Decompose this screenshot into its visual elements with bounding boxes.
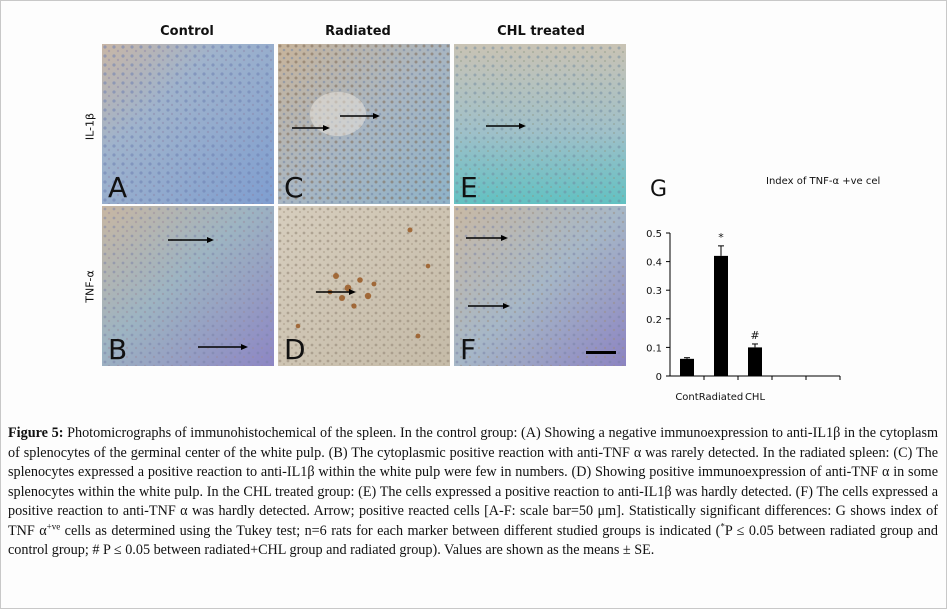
- chart-g: G Index of TNF-α +ve cell 0 0.1 0.2 0.3 0.4 0…: [640, 160, 880, 410]
- caption-text: Photomicrographs of immunohistochemical …: [8, 425, 938, 539]
- arrow-icon: [340, 113, 380, 119]
- arrow-icon: [468, 303, 510, 309]
- bar: [680, 358, 694, 376]
- chart-panel-letter: G: [650, 177, 667, 202]
- arrow-icon: [198, 344, 248, 350]
- y-tick-label: 0.5: [646, 229, 662, 240]
- column-title-chl: CHL treated: [497, 24, 585, 39]
- micrograph-panel-f: F: [454, 206, 626, 366]
- panel-letter-e: E: [460, 171, 478, 204]
- column-title-radiated: Radiated: [325, 24, 391, 39]
- micrograph-image-f: [454, 206, 626, 366]
- panel-letter-d: D: [284, 333, 306, 366]
- arrow-icon: [292, 125, 330, 131]
- x-tick-label: CHL: [745, 392, 766, 403]
- y-tick-label: 0.3: [646, 286, 662, 297]
- panel-letter-a: A: [108, 171, 128, 204]
- micrograph-panel-c: C: [278, 44, 450, 204]
- caption-label: Figure 5:: [8, 425, 64, 441]
- micrograph-panel-b: B: [102, 206, 274, 366]
- y-tick-label: 0.4: [646, 258, 662, 269]
- micrograph-image-d: [278, 206, 450, 366]
- x-tick-label: Radiated: [699, 392, 744, 403]
- arrow-icon: [316, 289, 356, 295]
- significance-marker: #: [750, 329, 759, 342]
- row-label-il1b: IL-1β: [83, 112, 97, 141]
- micrograph-panel-d: D: [278, 206, 450, 366]
- micrograph-image-a: [102, 44, 274, 204]
- column-title-control: Control: [160, 24, 214, 39]
- caption-text-2: cells as determined using the Tukey test…: [60, 522, 721, 539]
- bar: [714, 255, 728, 376]
- y-tick-label: 0: [656, 372, 662, 383]
- chart-title: Index of TNF-α +ve cell: [766, 176, 880, 187]
- caption-superscript-star: *: [720, 520, 725, 531]
- row-label-tnfa: TNF-α: [83, 270, 97, 303]
- arrow-icon: [466, 235, 508, 241]
- y-tick-label: 0.2: [646, 315, 662, 326]
- scale-bar: [586, 351, 616, 354]
- significance-marker: *: [718, 231, 724, 244]
- bar: [748, 347, 762, 376]
- bar-chart: G Index of TNF-α +ve cell 0 0.1 0.2 0.3 0.4 0…: [646, 176, 880, 403]
- micrograph-panel-a: A: [102, 44, 274, 204]
- arrow-icon: [168, 237, 214, 243]
- panel-letter-f: F: [460, 333, 477, 366]
- micrograph-panel-e: E: [454, 44, 626, 204]
- arrow-icon: [486, 123, 526, 129]
- micrograph-image-c: [278, 44, 450, 204]
- panel-letter-b: B: [108, 333, 128, 366]
- micrograph-image-e: [454, 44, 626, 204]
- x-tick-label: Cont: [675, 392, 698, 403]
- panel-letter-c: C: [284, 171, 304, 204]
- caption-text-3: P ≤ 0.05 between radiated group and cont…: [8, 522, 938, 559]
- caption-superscript-ve: +ve: [46, 520, 61, 531]
- micrograph-image-b: [102, 206, 274, 366]
- figure-caption: Figure 5: Photomicrographs of immunohist…: [8, 424, 938, 561]
- y-tick-label: 0.1: [646, 343, 662, 354]
